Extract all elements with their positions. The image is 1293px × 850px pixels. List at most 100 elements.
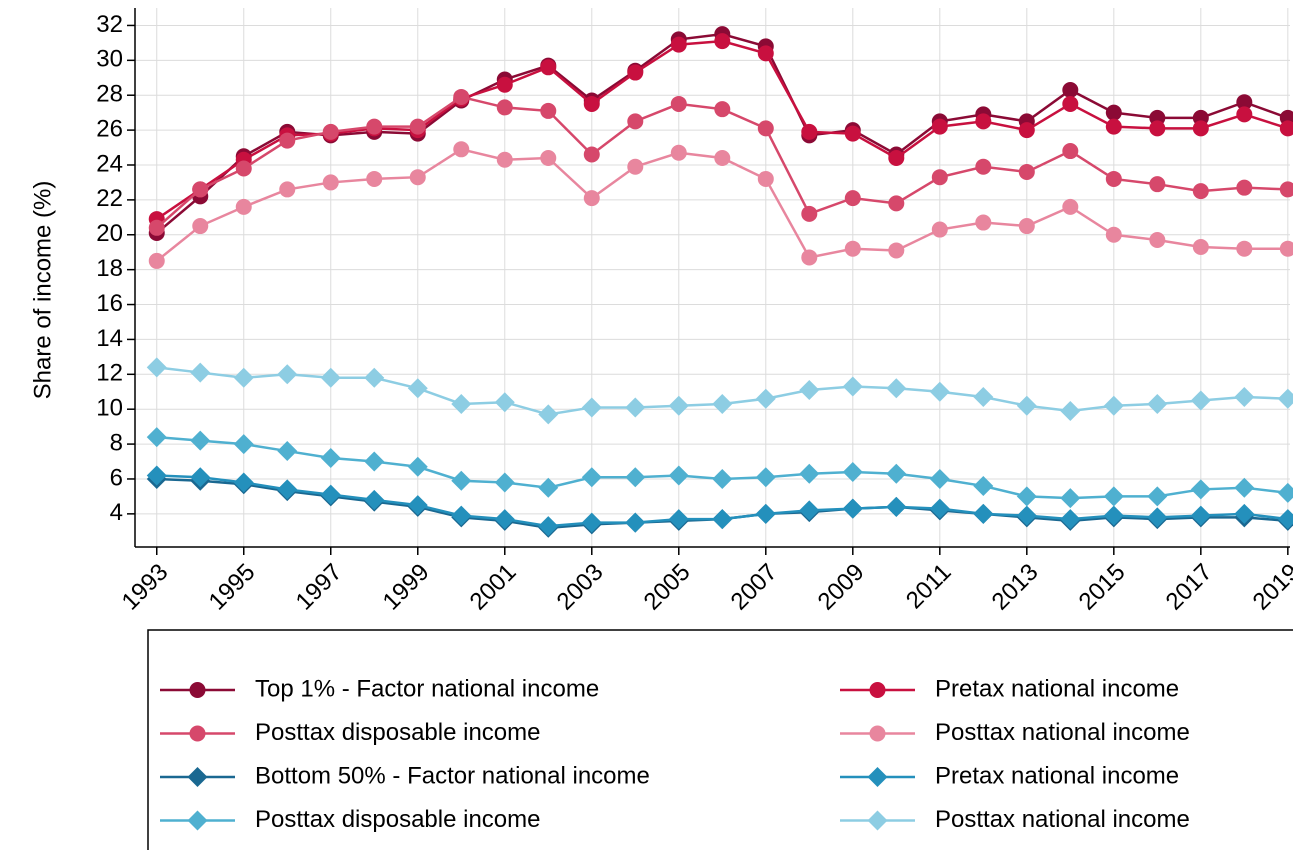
marker bbox=[1149, 176, 1166, 193]
y-tick-label: 32 bbox=[96, 11, 123, 38]
marker bbox=[973, 503, 994, 524]
marker bbox=[1062, 95, 1079, 112]
marker bbox=[799, 463, 820, 484]
marker bbox=[799, 380, 820, 401]
marker bbox=[886, 378, 907, 399]
marker bbox=[407, 378, 428, 399]
marker bbox=[625, 512, 646, 533]
marker bbox=[975, 113, 992, 130]
series-line bbox=[156, 435, 1288, 500]
marker bbox=[583, 146, 600, 163]
marker bbox=[1147, 486, 1168, 507]
marker bbox=[714, 150, 731, 167]
y-tick-label: 30 bbox=[96, 46, 123, 73]
marker bbox=[888, 195, 905, 212]
marker bbox=[625, 397, 646, 418]
marker bbox=[625, 467, 646, 488]
marker bbox=[627, 64, 644, 81]
marker bbox=[496, 76, 513, 93]
series-line bbox=[155, 147, 1288, 262]
marker bbox=[929, 468, 950, 489]
x-tick-label: 1995 bbox=[204, 559, 261, 616]
marker bbox=[1018, 218, 1035, 235]
marker bbox=[844, 125, 861, 142]
marker bbox=[844, 190, 861, 207]
marker bbox=[1060, 488, 1081, 509]
marker bbox=[714, 33, 731, 50]
marker bbox=[192, 218, 209, 235]
marker bbox=[668, 465, 689, 486]
marker bbox=[451, 505, 472, 526]
marker bbox=[712, 393, 733, 414]
marker bbox=[931, 118, 948, 135]
y-tick-label: 10 bbox=[96, 395, 123, 422]
marker bbox=[409, 118, 426, 135]
marker bbox=[540, 150, 557, 167]
marker bbox=[712, 468, 733, 489]
marker bbox=[888, 150, 905, 167]
marker bbox=[538, 477, 559, 498]
marker bbox=[842, 376, 863, 397]
legend-label: Posttax disposable income bbox=[255, 806, 541, 833]
x-tick-label: 2009 bbox=[813, 559, 870, 616]
y-tick-label: 4 bbox=[110, 499, 123, 526]
marker bbox=[1016, 395, 1037, 416]
marker bbox=[1062, 143, 1079, 160]
x-tick-label: 2001 bbox=[465, 559, 522, 616]
y-axis-label: Share of income (%) bbox=[29, 181, 56, 400]
marker bbox=[192, 181, 209, 198]
legend-label: Posttax national income bbox=[935, 719, 1190, 746]
marker bbox=[1234, 386, 1255, 407]
x-tick-label: 2015 bbox=[1074, 559, 1131, 616]
marker bbox=[1105, 104, 1122, 121]
legend-marker bbox=[869, 725, 886, 742]
marker bbox=[581, 397, 602, 418]
marker bbox=[1192, 238, 1209, 255]
marker bbox=[755, 467, 776, 488]
y-tick-label: 26 bbox=[96, 115, 123, 142]
marker bbox=[494, 392, 515, 413]
marker bbox=[1103, 505, 1124, 526]
marker bbox=[320, 448, 341, 469]
marker bbox=[1236, 179, 1253, 196]
marker bbox=[1277, 509, 1293, 530]
marker bbox=[407, 456, 428, 477]
marker bbox=[494, 509, 515, 530]
marker bbox=[1279, 240, 1293, 257]
marker bbox=[886, 463, 907, 484]
marker bbox=[190, 430, 211, 451]
legend-box bbox=[147, 629, 1293, 850]
y-tick-label: 28 bbox=[96, 81, 123, 108]
marker bbox=[1236, 106, 1253, 123]
marker bbox=[538, 516, 559, 537]
marker bbox=[842, 461, 863, 482]
marker bbox=[409, 169, 426, 186]
y-tick-label: 12 bbox=[96, 360, 123, 387]
marker bbox=[494, 472, 515, 493]
y-tick-label: 8 bbox=[110, 429, 123, 456]
marker bbox=[1060, 509, 1081, 530]
marker bbox=[757, 170, 774, 187]
x-tick-label: 2013 bbox=[987, 559, 1044, 616]
legend-label: Pretax national income bbox=[935, 762, 1179, 789]
marker bbox=[583, 190, 600, 207]
marker bbox=[148, 219, 165, 236]
legend-label: Posttax national income bbox=[935, 806, 1190, 833]
y-tick-label: 18 bbox=[96, 255, 123, 282]
marker bbox=[1190, 390, 1211, 411]
marker bbox=[190, 362, 211, 383]
marker bbox=[540, 102, 557, 119]
legend-label: Top 1% - Factor national income bbox=[255, 675, 599, 702]
marker bbox=[1018, 163, 1035, 180]
marker bbox=[190, 467, 211, 488]
marker bbox=[1105, 226, 1122, 243]
y-tick-label: 20 bbox=[96, 220, 123, 247]
marker bbox=[1105, 118, 1122, 135]
marker bbox=[1016, 486, 1037, 507]
x-tick-label: 2017 bbox=[1161, 559, 1218, 616]
marker bbox=[277, 364, 298, 385]
x-tick-label: 2007 bbox=[726, 559, 783, 616]
marker bbox=[364, 489, 385, 510]
marker bbox=[975, 158, 992, 175]
